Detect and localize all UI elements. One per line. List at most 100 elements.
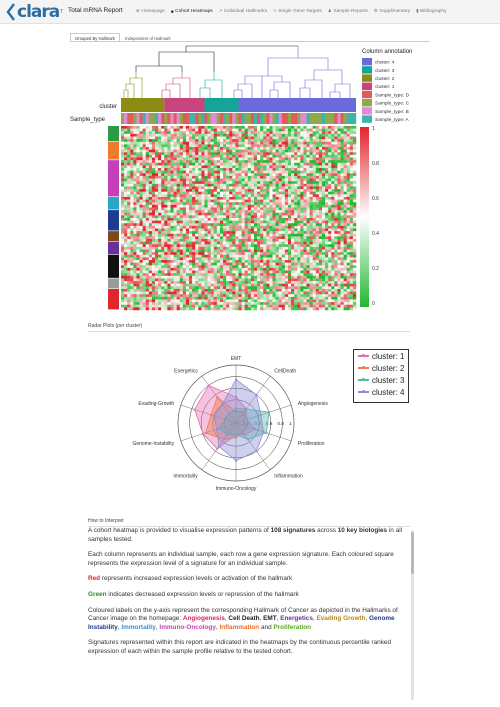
heatmap-cell [210,168,215,171]
heatmap-cell [260,244,264,248]
heatmap-cell [349,210,354,213]
heatmap-cell [121,291,125,295]
heatmap-cell [281,210,286,213]
heatmap-cell [210,202,215,206]
heatmap-cell [170,207,174,211]
heatmap-cell [207,170,211,174]
heatmap-cell [167,252,171,256]
heatmap-cell [182,254,187,258]
heatmap-cell [297,228,301,232]
heatmap-cell [121,157,125,161]
heatmap-cell [235,147,239,150]
heatmap-cell [136,210,140,213]
heatmap-cell [291,260,295,263]
heatmap-cell [287,160,292,164]
heatmap-cell [250,233,255,237]
heatmap-cell [167,267,171,271]
heatmap-cell [253,178,258,182]
heatmap-cell [346,154,351,158]
nav-item-bibliography[interactable]: ▮ Bibliography [416,8,446,14]
heatmap-cell [275,157,279,161]
heatmap-cell [328,128,332,132]
heatmap-cell [185,231,190,235]
heatmap-cell [192,260,196,263]
heatmap-cell [213,288,218,292]
heatmap-cell [318,241,323,245]
heatmap-cell [294,204,298,208]
heatmap-cell [334,260,338,263]
cluster-block [164,98,205,112]
heatmap-cell [241,223,245,227]
heatmap-cell [244,139,249,143]
heatmap-cell [173,162,177,166]
nav-item-cohort-heatmaps[interactable]: ■ Cohort Heatmaps [171,8,213,14]
heatmap-cell [213,291,218,295]
heatmap-cell [130,160,134,164]
nav-item-sample-reports[interactable]: ♟ Sample Reports [328,8,368,14]
heatmap-cell [278,288,283,292]
heatmap-cell [195,239,199,242]
dendrogram-branch [135,45,298,72]
heatmap-cell [179,178,184,182]
nav-item-single-gene-targets[interactable]: ∿ Single Gene Targets [273,8,322,14]
hallmark-group-block [108,141,119,160]
heatmap-cell [244,160,249,164]
heatmap-cell [272,252,276,256]
heatmap-cell [275,273,279,277]
heatmap-cell [238,194,242,198]
heatmap-cell [331,136,335,140]
heatmap-cell [213,254,218,258]
heatmap-cell [219,199,224,203]
tab-independent-of-hallmark[interactable]: Independent of Hallmark [125,36,171,41]
heatmap-cell [216,199,221,203]
heatmap-cell [155,223,159,227]
heatmap-cell [346,202,351,206]
heatmap-cell [238,270,242,274]
heatmap-cell [127,152,131,156]
logo-text: clara [17,2,60,22]
heatmap-cell [216,128,221,132]
heatmap-cell [210,144,215,148]
heatmap-cell [306,181,310,185]
heatmap-cell [124,286,128,290]
heatmap-cell [226,175,230,179]
heatmap-cell [133,288,137,292]
heatmap-cell [247,257,252,261]
heatmap-cell [260,291,264,295]
heatmap-cell [343,262,347,266]
heatmap-cell [346,239,351,242]
heatmap-cell [315,244,320,248]
heatmap-cell [287,157,292,161]
heatmap-cell [155,228,159,232]
heatmap-cell [263,139,267,143]
heatmap-cell [198,252,202,256]
heatmap-cell [247,262,252,266]
heatmap-cell [300,228,304,232]
clara-logo[interactable]: clara T [6,2,63,22]
heatmap-cell [226,231,230,235]
nav-item-homepage[interactable]: ⊕ Homepage [136,8,165,14]
heatmap-cell [151,204,156,208]
heatmap-cell [189,218,193,221]
heatmap-cell [121,154,125,158]
nav-item-supplimentary[interactable]: ⚙ Supplimentary [374,8,410,14]
heatmap-cell [133,157,137,161]
heatmap-cell [145,215,150,219]
heatmap-cell [238,128,242,132]
nav-item-individual-hallmarks[interactable]: ↗ Individual Hallmarks [219,8,267,14]
heatmap-cell [179,220,184,224]
heatmap-cell [352,236,357,240]
heatmap-cell [127,236,131,240]
heatmap-cell [130,204,134,208]
heatmap-cell [139,149,143,153]
heatmap-cell [189,288,193,292]
heatmap-cell [189,270,193,274]
heatmap-cell [309,260,313,263]
heatmap-cell [269,218,273,221]
heatmap-cell [207,228,211,232]
heatmap-cell [192,281,196,284]
heatmap-cell [334,157,338,161]
heatmap-cell [272,191,276,195]
heatmap-cell [204,175,208,179]
heatmap-cell [161,273,165,277]
